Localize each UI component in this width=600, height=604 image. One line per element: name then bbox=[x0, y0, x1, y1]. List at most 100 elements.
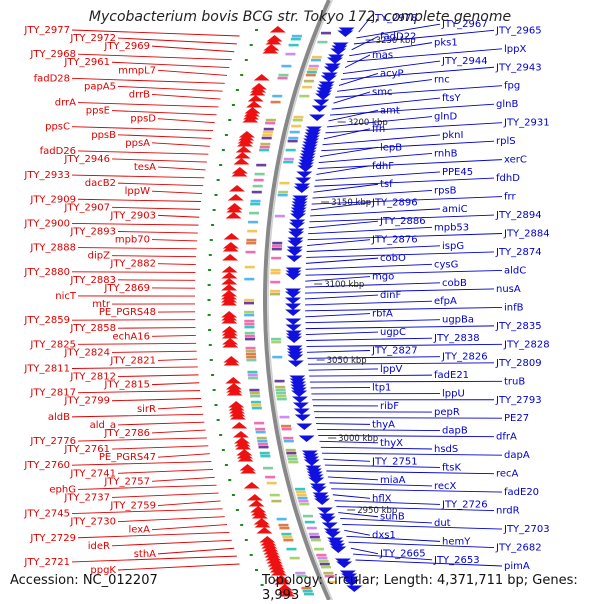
category-block bbox=[293, 116, 303, 119]
leader-line-left bbox=[72, 272, 195, 273]
leader-line-left bbox=[152, 191, 202, 193]
reverse-gene-mark bbox=[248, 95, 264, 102]
category-block bbox=[264, 128, 274, 131]
category-block bbox=[284, 158, 294, 161]
category-block bbox=[290, 557, 300, 560]
gene-label-right: ffh bbox=[372, 124, 385, 135]
forward-gene-mark bbox=[287, 355, 303, 362]
leader-line-left bbox=[118, 422, 204, 425]
gene-label-left: drrA bbox=[55, 98, 76, 109]
category-block bbox=[275, 386, 285, 389]
gene-label-left: dacB2 bbox=[85, 178, 116, 189]
leader-line-right bbox=[308, 227, 432, 233]
leader-line-right bbox=[314, 178, 494, 186]
reverse-gene-mark bbox=[229, 185, 245, 192]
category-block bbox=[311, 59, 321, 62]
marker-dot bbox=[236, 509, 239, 511]
reverse-gene-mark bbox=[231, 422, 247, 429]
category-block bbox=[288, 461, 298, 464]
gene-label-right: nrdR bbox=[496, 506, 520, 517]
leader-line-right bbox=[305, 314, 370, 317]
forward-gene-mark bbox=[285, 292, 301, 299]
category-block bbox=[272, 242, 282, 245]
category-block bbox=[304, 80, 314, 83]
category-block bbox=[291, 38, 301, 41]
forward-gene-mark bbox=[286, 325, 302, 332]
gene-label-right: JTY_2886 bbox=[379, 216, 426, 227]
topology-text: Topology: circular; Length: 4,371,711 bp… bbox=[262, 573, 600, 603]
category-block bbox=[248, 374, 258, 377]
category-block bbox=[272, 245, 282, 248]
category-block bbox=[271, 341, 281, 344]
gene-label-right: fadE21 bbox=[434, 370, 469, 381]
gene-label-left: lppW bbox=[125, 186, 150, 197]
category-block bbox=[278, 194, 288, 197]
gene-label-right: rbfA bbox=[372, 309, 393, 320]
forward-gene-mark bbox=[285, 274, 301, 281]
category-block bbox=[297, 494, 307, 497]
category-block bbox=[267, 482, 277, 485]
gene-label-left: JTY_2760 bbox=[23, 460, 70, 471]
category-block bbox=[288, 137, 298, 140]
category-block bbox=[312, 56, 322, 59]
leader-line-right bbox=[333, 495, 370, 499]
leader-line-left bbox=[152, 477, 215, 481]
gene-label-right: acyP bbox=[380, 68, 404, 79]
category-block bbox=[272, 248, 282, 251]
leader-line-left bbox=[152, 430, 206, 433]
marker-dot bbox=[225, 464, 228, 466]
marker-dot bbox=[236, 89, 239, 91]
gene-label-right: rnc bbox=[434, 75, 450, 86]
gene-label-left: JTY_2882 bbox=[109, 259, 156, 270]
gene-label-right: JTY_2809 bbox=[495, 358, 542, 369]
gene-label-right: miaA bbox=[380, 475, 406, 486]
category-block bbox=[260, 143, 270, 146]
category-block bbox=[298, 500, 308, 503]
category-block bbox=[246, 350, 256, 353]
gene-label-right: glnD bbox=[434, 112, 457, 123]
marker-dot bbox=[209, 344, 212, 346]
category-block bbox=[278, 524, 288, 527]
forward-gene-mark bbox=[296, 424, 312, 431]
gene-label-left: dipZ bbox=[88, 251, 110, 262]
gene-label-left: lexA bbox=[128, 525, 150, 536]
marker-dot bbox=[215, 404, 218, 406]
category-block bbox=[291, 125, 301, 128]
marker-dot bbox=[222, 449, 225, 451]
gene-label-right: cobB bbox=[442, 278, 467, 289]
gene-label-right: rplS bbox=[496, 136, 516, 147]
leader-line-right bbox=[324, 129, 370, 139]
category-block bbox=[314, 548, 324, 551]
category-block bbox=[248, 221, 258, 224]
leader-line-right bbox=[355, 560, 502, 566]
leader-line-left bbox=[118, 564, 240, 570]
leader-line-right bbox=[349, 542, 494, 547]
reverse-gene-mark bbox=[247, 494, 263, 501]
category-block bbox=[321, 32, 331, 35]
marker-dot bbox=[208, 299, 211, 301]
forward-gene-mark bbox=[327, 58, 343, 65]
leader-line-left bbox=[118, 469, 213, 473]
gene-label-right: rnhB bbox=[434, 148, 458, 159]
forward-gene-mark bbox=[324, 67, 340, 74]
category-block bbox=[272, 356, 282, 359]
category-block bbox=[295, 488, 305, 491]
category-block bbox=[246, 353, 256, 356]
reverse-gene-mark bbox=[233, 431, 249, 438]
marker-dot bbox=[217, 419, 220, 421]
category-block bbox=[276, 392, 286, 395]
forward-gene-mark bbox=[314, 499, 330, 506]
category-block bbox=[249, 212, 259, 215]
gene-label-right: dut bbox=[434, 518, 451, 529]
leader-line-right bbox=[315, 418, 502, 419]
gene-label-right: mgo bbox=[372, 272, 394, 283]
gene-label-right: frr bbox=[504, 192, 516, 203]
gene-label-right: fadD22 bbox=[380, 31, 416, 42]
leader-line-left bbox=[152, 525, 227, 530]
category-block bbox=[244, 320, 254, 323]
category-block bbox=[260, 455, 270, 458]
gene-label-left: ppsA bbox=[125, 138, 150, 149]
forward-gene-mark bbox=[286, 256, 302, 263]
gene-label-left: ideR bbox=[88, 541, 110, 552]
